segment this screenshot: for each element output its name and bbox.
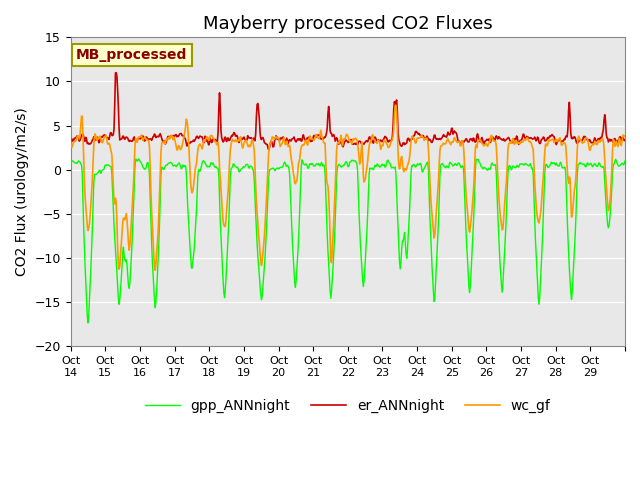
Line: er_ANNnight: er_ANNnight (70, 72, 625, 150)
gpp_ANNnight (84, 320, 92, 326)
Line: gpp_ANNnight: gpp_ANNnight (70, 159, 625, 323)
er_ANNnight (284, 138, 291, 144)
er_ANNnight (234, 138, 242, 144)
Text: MB_processed: MB_processed (76, 48, 188, 62)
gpp_ANNnight (621, 158, 629, 164)
gpp_ANNnight (406, 189, 414, 194)
wc_gf (67, 137, 74, 143)
gpp_ANNnight (438, 161, 445, 167)
er_ANNnight (438, 135, 445, 141)
gpp_ANNnight (284, 162, 291, 168)
wc_gf (132, 135, 140, 141)
gpp_ANNnight (67, 161, 74, 167)
er_ANNnight (262, 141, 269, 147)
gpp_ANNnight (132, 157, 140, 163)
Y-axis label: CO2 Flux (urology/m2/s): CO2 Flux (urology/m2/s) (15, 108, 29, 276)
wc_gf (234, 136, 242, 142)
Line: wc_gf: wc_gf (70, 105, 625, 270)
wc_gf (152, 267, 159, 273)
gpp_ANNnight (262, 226, 270, 231)
wc_gf (438, 143, 445, 149)
wc_gf (406, 146, 414, 152)
Title: Mayberry processed CO2 Fluxes: Mayberry processed CO2 Fluxes (203, 15, 493, 33)
er_ANNnight (265, 147, 273, 153)
er_ANNnight (67, 142, 74, 147)
er_ANNnight (621, 137, 629, 143)
gpp_ANNnight (236, 169, 243, 175)
er_ANNnight (406, 138, 414, 144)
er_ANNnight (132, 137, 140, 143)
wc_gf (392, 102, 400, 108)
wc_gf (621, 133, 629, 139)
Legend: gpp_ANNnight, er_ANNnight, wc_gf: gpp_ANNnight, er_ANNnight, wc_gf (140, 394, 556, 419)
wc_gf (283, 138, 291, 144)
wc_gf (262, 209, 269, 215)
er_ANNnight (113, 70, 120, 75)
gpp_ANNnight (135, 156, 143, 162)
